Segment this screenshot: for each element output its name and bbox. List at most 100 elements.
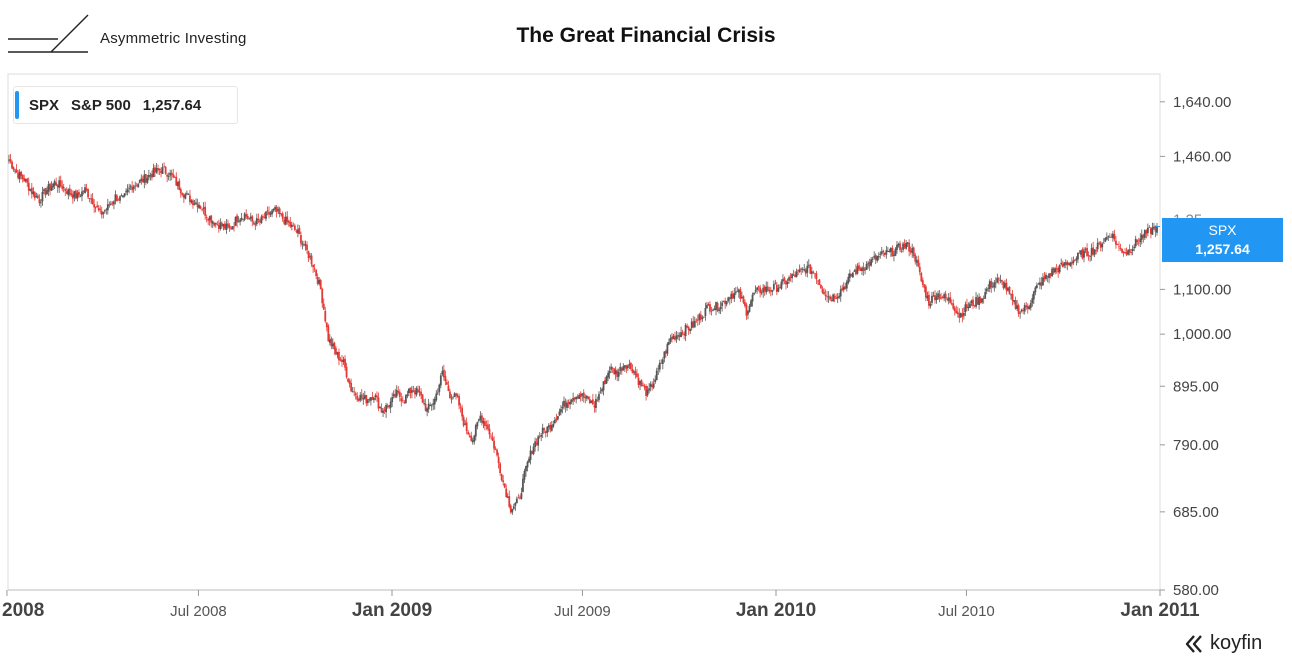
- candle-body: [309, 256, 311, 258]
- candle-body: [394, 394, 397, 398]
- candle-body: [99, 209, 102, 211]
- candle-body: [962, 312, 965, 316]
- candle-body: [12, 167, 15, 170]
- candle-body: [1093, 249, 1096, 255]
- candle-body: [144, 174, 147, 183]
- candle-body: [876, 256, 879, 261]
- candle-body: [611, 367, 614, 369]
- candle-body: [633, 371, 635, 373]
- candle-body: [671, 336, 673, 340]
- candle-body: [157, 168, 159, 170]
- series-legend[interactable]: SPX S&P 500 1,257.64: [13, 86, 238, 124]
- candle-body: [108, 204, 111, 206]
- candle-body: [681, 332, 684, 334]
- candle-body: [243, 213, 246, 220]
- candle-body: [780, 281, 783, 289]
- candle-body: [835, 298, 838, 300]
- candle-body: [745, 304, 748, 316]
- candle-body: [71, 194, 74, 199]
- candle-body: [677, 335, 679, 337]
- candle-body: [219, 222, 222, 229]
- candle-body: [84, 187, 86, 194]
- candle-body: [32, 191, 35, 195]
- candle-body: [531, 451, 533, 455]
- candle-body: [610, 366, 613, 370]
- candle-body: [170, 172, 173, 175]
- candle-body: [955, 310, 958, 314]
- candle-body: [420, 391, 422, 396]
- candle-body: [661, 359, 664, 364]
- candle-body: [181, 193, 184, 196]
- candle-body: [214, 222, 217, 225]
- candle-body: [672, 335, 675, 340]
- candle-body: [497, 456, 500, 464]
- candle-body: [330, 338, 333, 347]
- candle-body: [1004, 282, 1006, 288]
- candle-body: [701, 317, 704, 320]
- candle-body: [569, 401, 571, 405]
- candle-body: [753, 292, 755, 295]
- candle-body: [265, 211, 267, 219]
- candle-body: [950, 303, 953, 305]
- candle-body: [103, 210, 106, 212]
- y-tick-label: 1,000.00: [1173, 326, 1231, 343]
- candle-body: [832, 294, 835, 302]
- candle-body: [829, 296, 831, 300]
- candle-body: [598, 394, 600, 400]
- candle-body: [515, 498, 518, 504]
- candle-body: [658, 362, 661, 370]
- candle-body: [880, 251, 883, 254]
- candle-body: [1148, 226, 1151, 228]
- candle-body: [695, 319, 698, 321]
- candle-body: [182, 194, 185, 198]
- candle-body: [169, 172, 172, 176]
- candle-body: [388, 405, 391, 408]
- candle-body: [18, 171, 21, 180]
- candle-body: [233, 226, 235, 228]
- candle-body: [304, 243, 307, 246]
- candle-body: [867, 262, 869, 264]
- candle-body: [389, 401, 392, 408]
- candle-body: [858, 265, 860, 270]
- candle-body: [167, 176, 170, 177]
- candle-body: [26, 178, 29, 183]
- candle-body: [616, 370, 619, 378]
- candle-body: [613, 368, 616, 375]
- candle-body: [1001, 279, 1003, 282]
- candle-body: [985, 288, 988, 292]
- candle-body: [132, 186, 135, 189]
- candle-body: [1026, 305, 1029, 309]
- candle-body: [642, 385, 644, 387]
- x-tick-label: Jan 2009: [352, 600, 432, 621]
- candle-body: [1075, 258, 1078, 261]
- candle-body: [1081, 249, 1084, 259]
- candle-body: [111, 202, 114, 204]
- candle-body: [1140, 234, 1143, 240]
- candle-body: [178, 180, 181, 191]
- candle-body: [44, 188, 47, 196]
- candle-body: [815, 273, 818, 280]
- candle-body: [862, 267, 865, 271]
- candle-body: [30, 187, 33, 194]
- last-price-tag: SPX 1,257.64: [1162, 218, 1283, 262]
- candle-body: [344, 358, 346, 368]
- candle-body: [438, 384, 441, 392]
- candle-body: [356, 395, 359, 400]
- candle-body: [353, 391, 356, 393]
- candle-body: [199, 206, 202, 209]
- candle-body: [354, 393, 357, 396]
- candle-body: [327, 325, 330, 342]
- candle-body: [237, 221, 240, 223]
- candle-body: [902, 243, 904, 250]
- candle-body: [643, 385, 646, 388]
- candle-body: [87, 189, 89, 198]
- candle-body: [453, 393, 456, 397]
- candle-body: [404, 395, 407, 404]
- candle-body: [596, 400, 599, 402]
- candle-body: [721, 302, 724, 307]
- candle-body: [62, 187, 65, 189]
- candle-body: [599, 392, 602, 394]
- candle-body: [956, 312, 959, 314]
- candle-body: [36, 195, 39, 199]
